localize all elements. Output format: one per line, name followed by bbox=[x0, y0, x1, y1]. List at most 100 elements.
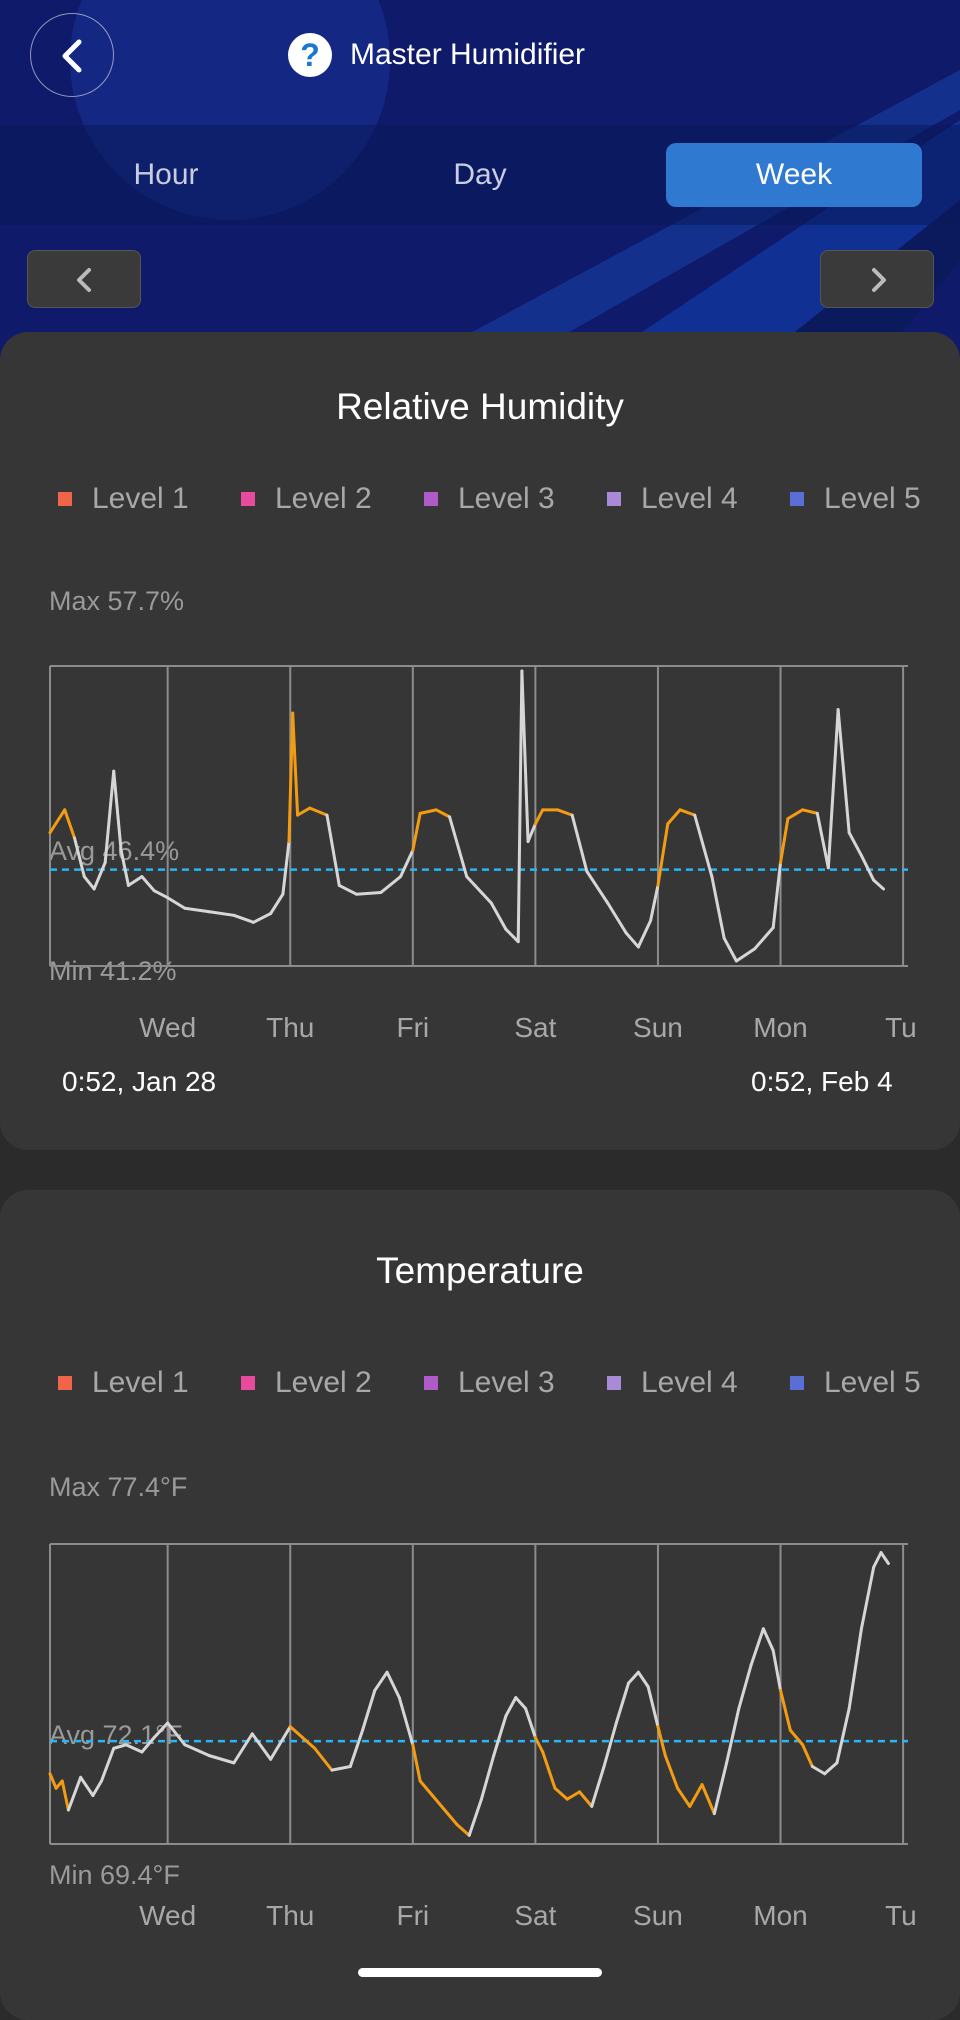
series-segment bbox=[379, 875, 403, 894]
series-segment bbox=[578, 1790, 594, 1808]
series-segment bbox=[872, 878, 885, 891]
series-segment bbox=[836, 708, 851, 835]
series-segment bbox=[207, 910, 236, 917]
series-segment bbox=[269, 892, 285, 916]
series-segment bbox=[526, 822, 537, 843]
legend-swatch bbox=[790, 1376, 804, 1390]
series-segment bbox=[337, 883, 358, 896]
series-segment bbox=[722, 936, 738, 963]
x-tick-label: Thu bbox=[266, 1012, 315, 1043]
series-segment bbox=[700, 1783, 716, 1816]
humidity-max-label: Max 57.7% bbox=[49, 586, 185, 616]
legend-label: Level 4 bbox=[641, 482, 738, 515]
legend-item-level-3: Level 3 bbox=[424, 1366, 555, 1400]
series-segment bbox=[63, 808, 77, 840]
series-segment bbox=[788, 1728, 805, 1747]
series-segment bbox=[82, 875, 96, 891]
series-segment bbox=[103, 769, 116, 865]
series-segment bbox=[779, 1688, 792, 1732]
series-segment bbox=[663, 1754, 680, 1790]
series-segment bbox=[385, 1670, 401, 1700]
series-segment bbox=[585, 869, 610, 905]
temperature-min-label: Min 69.4°F bbox=[49, 1860, 180, 1890]
series-segment bbox=[430, 1794, 447, 1812]
series-segment bbox=[693, 813, 714, 879]
previous-period-button[interactable] bbox=[27, 250, 141, 308]
temperature-legend: Level 1 Level 2 Level 3 Level 4 Level 5 bbox=[0, 1366, 930, 1406]
series-segment bbox=[489, 901, 508, 931]
question-circle-icon[interactable]: ? bbox=[288, 33, 332, 77]
x-tick-label: Thu bbox=[266, 1900, 315, 1931]
series-segment bbox=[847, 831, 863, 858]
series-segment bbox=[250, 1732, 273, 1761]
series-segment bbox=[287, 711, 295, 843]
series-segment bbox=[232, 1732, 254, 1765]
series-segment bbox=[590, 1765, 606, 1808]
legend-swatch bbox=[241, 492, 255, 506]
tab-day[interactable]: Day bbox=[453, 158, 507, 191]
series-segment bbox=[859, 854, 876, 882]
legend-item-level-1: Level 1 bbox=[58, 1366, 189, 1400]
tab-hour[interactable]: Hour bbox=[133, 158, 199, 191]
series-segment bbox=[183, 1743, 211, 1758]
range-end-label: 0:52, Feb 4 bbox=[751, 1066, 893, 1097]
series-segment bbox=[627, 1670, 640, 1685]
legend-label: Level 5 bbox=[824, 1366, 921, 1399]
series-segment bbox=[73, 836, 86, 879]
temperature-title: Temperature bbox=[376, 1250, 584, 1291]
legend-swatch bbox=[58, 492, 72, 506]
tab-week[interactable]: Week bbox=[666, 143, 922, 207]
humidity-chart[interactable] bbox=[0, 622, 960, 1062]
series-segment bbox=[60, 1779, 70, 1812]
series-segment bbox=[553, 1786, 569, 1801]
legend-label: Level 1 bbox=[92, 1366, 189, 1399]
series-segment bbox=[516, 669, 524, 944]
series-segment bbox=[520, 669, 530, 843]
series-segment bbox=[656, 822, 670, 887]
series-segment bbox=[448, 815, 469, 879]
page-title: Master Humidifier bbox=[350, 38, 586, 71]
series-segment bbox=[624, 931, 640, 949]
series-segment bbox=[443, 1808, 459, 1826]
series-segment bbox=[826, 708, 840, 870]
series-segment bbox=[656, 1725, 667, 1758]
series-segment bbox=[636, 919, 653, 949]
x-tick-label: Sun bbox=[633, 1012, 683, 1043]
temperature-avg-label: Avg 72.1°F bbox=[49, 1720, 183, 1750]
series-segment bbox=[411, 1743, 422, 1783]
series-segment bbox=[786, 808, 805, 821]
chevron-left-icon bbox=[77, 268, 91, 292]
series-segment bbox=[676, 1786, 692, 1808]
next-period-button[interactable] bbox=[820, 250, 934, 308]
series-segment bbox=[479, 1754, 496, 1801]
x-tick-label: Wed bbox=[139, 1012, 197, 1043]
x-tick-label: Tu bbox=[885, 1012, 917, 1043]
legend-swatch bbox=[58, 1376, 72, 1390]
series-segment bbox=[646, 1685, 660, 1729]
humidity-avg-label: Avg 46.4% bbox=[49, 836, 180, 866]
series-segment bbox=[514, 1696, 528, 1710]
series-segment bbox=[636, 1670, 650, 1689]
series-segment bbox=[753, 926, 775, 951]
series-segment bbox=[565, 1790, 582, 1801]
series-segment bbox=[533, 1736, 545, 1754]
series-segment bbox=[465, 875, 493, 905]
legend-label: Level 2 bbox=[275, 482, 372, 515]
legend-swatch bbox=[607, 492, 621, 506]
temperature-card: Temperature Level 1 Level 2 Level 3 Leve… bbox=[0, 1190, 960, 2020]
series-segment bbox=[688, 1783, 704, 1808]
legend-label: Level 2 bbox=[275, 1366, 372, 1399]
series-segment bbox=[397, 1696, 415, 1747]
home-indicator[interactable] bbox=[358, 1968, 602, 1977]
series-segment bbox=[872, 1551, 883, 1569]
series-segment bbox=[354, 890, 383, 896]
legend-swatch bbox=[241, 1376, 255, 1390]
series-segment bbox=[281, 839, 291, 896]
legend-item-level-4: Level 4 bbox=[607, 1366, 738, 1400]
series-segment bbox=[300, 1736, 317, 1750]
x-tick-label: Mon bbox=[753, 1900, 808, 1931]
series-segment bbox=[112, 769, 123, 852]
series-segment bbox=[99, 1746, 116, 1783]
back-button[interactable] bbox=[30, 13, 114, 97]
temperature-chart[interactable] bbox=[0, 1500, 960, 1940]
